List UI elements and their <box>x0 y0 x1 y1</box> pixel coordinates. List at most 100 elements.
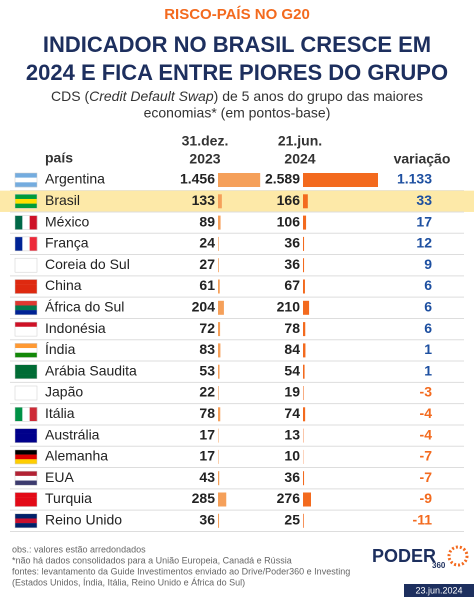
value: 36 <box>284 256 300 272</box>
country: Reino Unido <box>45 512 122 528</box>
country: Brasil <box>45 192 80 208</box>
bar <box>303 322 306 337</box>
flag <box>15 262 37 268</box>
flag <box>15 374 37 379</box>
value: 27 <box>199 256 215 272</box>
value: 74 <box>284 405 300 421</box>
bar <box>303 364 305 379</box>
bar <box>218 236 219 251</box>
flag <box>15 475 37 481</box>
value: 54 <box>284 362 300 378</box>
flag <box>15 428 37 434</box>
country: Arábia Saudita <box>45 362 137 378</box>
variation: 6 <box>424 277 432 293</box>
flag-border <box>14 279 38 294</box>
country: Coreia do Sul <box>45 256 130 272</box>
flag <box>15 437 37 443</box>
bar <box>303 173 378 187</box>
value: 1.456 <box>180 171 215 187</box>
bar <box>218 492 227 507</box>
flag <box>15 395 37 401</box>
flag <box>15 305 37 311</box>
bar <box>303 343 306 358</box>
flag <box>15 284 37 290</box>
bar <box>303 258 305 273</box>
value: 106 <box>277 213 301 229</box>
bar <box>218 173 261 187</box>
flag-border <box>14 257 38 273</box>
flag <box>15 454 37 460</box>
bar <box>218 322 221 337</box>
flag <box>15 369 37 375</box>
flag-border <box>14 492 38 507</box>
variation: 6 <box>424 320 432 336</box>
value: 78 <box>199 405 215 421</box>
variation: 1 <box>424 362 432 378</box>
date: 23.jun.2024 <box>415 585 462 595</box>
variation: -3 <box>420 384 433 400</box>
variation: -4 <box>420 426 433 442</box>
title: 2024 E FICA ENTRE PIORES DO GRUPO <box>26 60 448 85</box>
value: 36 <box>199 512 215 528</box>
flag <box>15 288 37 294</box>
flag <box>15 352 37 358</box>
value: 210 <box>277 299 301 315</box>
flag <box>15 310 37 315</box>
value: 10 <box>284 448 300 464</box>
value: 17 <box>199 448 215 464</box>
flag-border <box>14 449 38 465</box>
value: 166 <box>277 192 301 208</box>
subtitle-part: CDS ( <box>51 88 89 104</box>
flag-border <box>14 172 38 188</box>
flag <box>15 471 37 477</box>
variation: -4 <box>420 405 433 421</box>
bar <box>303 279 305 294</box>
country: África do Sul <box>45 299 124 315</box>
flag <box>15 480 37 486</box>
value: 133 <box>192 192 216 208</box>
subtitle-part: Credit Default Swap <box>89 88 214 104</box>
flag <box>15 501 37 507</box>
flag <box>15 194 37 200</box>
value: 285 <box>192 490 216 506</box>
flag <box>15 343 37 349</box>
flag <box>29 407 38 422</box>
flag <box>15 322 37 327</box>
variation: -9 <box>420 490 433 506</box>
value: 36 <box>284 235 300 251</box>
flag <box>29 236 38 251</box>
flag <box>15 203 37 209</box>
country: EUA <box>45 469 74 485</box>
value: 67 <box>284 277 300 293</box>
flag <box>15 173 37 178</box>
flag <box>15 449 37 455</box>
flag <box>15 182 37 188</box>
flag-border <box>14 364 38 379</box>
flag-border <box>14 513 38 529</box>
flag <box>22 407 30 422</box>
flag <box>15 497 37 503</box>
date-box <box>404 584 474 597</box>
value: 84 <box>284 341 300 357</box>
flag-border <box>14 236 38 252</box>
variation: 17 <box>416 213 432 229</box>
flag <box>15 300 37 306</box>
subtitle-part: ) de 5 anos do grupo das maiores <box>214 88 423 104</box>
title: INDICADOR NO BRASIL CRESCE EM <box>43 32 431 57</box>
flag <box>15 215 23 230</box>
flag-border <box>14 321 38 337</box>
country: Indonésia <box>45 320 106 336</box>
country: Itália <box>45 405 75 421</box>
logo: PODER <box>372 546 436 566</box>
flag <box>15 492 37 498</box>
variation: 33 <box>416 192 432 208</box>
kicker: RISCO-PAÍS NO G20 <box>164 6 310 23</box>
bar <box>303 300 310 315</box>
country: México <box>45 213 90 229</box>
variation: 9 <box>424 256 432 272</box>
bar <box>218 364 220 379</box>
flag-border <box>14 470 38 486</box>
flag <box>15 518 37 524</box>
bar <box>303 215 307 230</box>
bar <box>303 386 304 400</box>
